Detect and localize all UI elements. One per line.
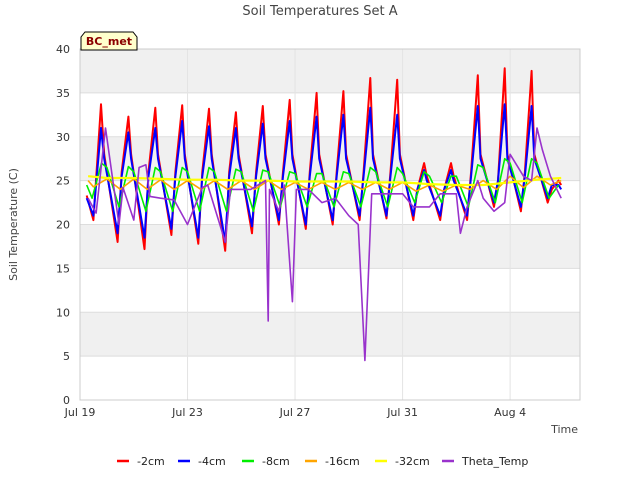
- legend-label: Theta_Temp: [461, 455, 528, 468]
- y-tick-label: 30: [56, 131, 70, 144]
- y-tick-label: 25: [56, 175, 70, 188]
- y-axis-label: Soil Temperature (C): [7, 168, 20, 281]
- background-band: [80, 49, 580, 93]
- x-axis-ticks: Jul 19 Jul 23 Jul 27 Jul 31 Aug 4: [64, 406, 526, 419]
- series-lines: [85, 67, 563, 362]
- y-tick-label: 5: [63, 350, 70, 363]
- legend-label: -8cm: [262, 455, 290, 468]
- y-tick-label: 40: [56, 43, 70, 56]
- legend-label: -16cm: [325, 455, 360, 468]
- x-tick-label: Jul 19: [64, 406, 96, 419]
- x-tick-label: Jul 31: [386, 406, 418, 419]
- y-tick-label: 35: [56, 87, 70, 100]
- background-band: [80, 224, 580, 269]
- legend-label: -2cm: [137, 455, 165, 468]
- series-line-theta-temp: [87, 127, 562, 362]
- badge: BC_met: [80, 31, 138, 51]
- y-axis-ticks: 0 5 10 15 20 25 30 35 40: [56, 43, 70, 407]
- y-tick-label: 15: [56, 262, 70, 275]
- legend: -2cm -4cm -8cm -16cm -32cm Theta_Temp: [117, 455, 528, 468]
- series-line--8cm: [85, 157, 560, 213]
- badge-label: BC_met: [86, 35, 132, 48]
- x-tick-label: Aug 4: [494, 406, 526, 419]
- plot-background: [80, 49, 580, 357]
- plot-area: [79, 48, 581, 401]
- series-line--4cm: [85, 103, 563, 243]
- background-band: [80, 136, 580, 181]
- legend-label: -4cm: [198, 455, 226, 468]
- chart-title: Soil Temperatures Set A: [242, 4, 397, 19]
- y-tick-label: 10: [56, 306, 70, 319]
- badge-shape: [80, 31, 138, 51]
- series-line--32cm: [87, 175, 562, 187]
- x-tick-label: Jul 27: [279, 406, 311, 419]
- x-axis-label: Time: [550, 423, 578, 436]
- x-tick-label: Jul 23: [171, 406, 203, 419]
- y-tick-label: 0: [63, 394, 70, 407]
- y-tick-label: 20: [56, 219, 70, 232]
- background-band: [80, 312, 580, 357]
- legend-label: -32cm: [395, 455, 430, 468]
